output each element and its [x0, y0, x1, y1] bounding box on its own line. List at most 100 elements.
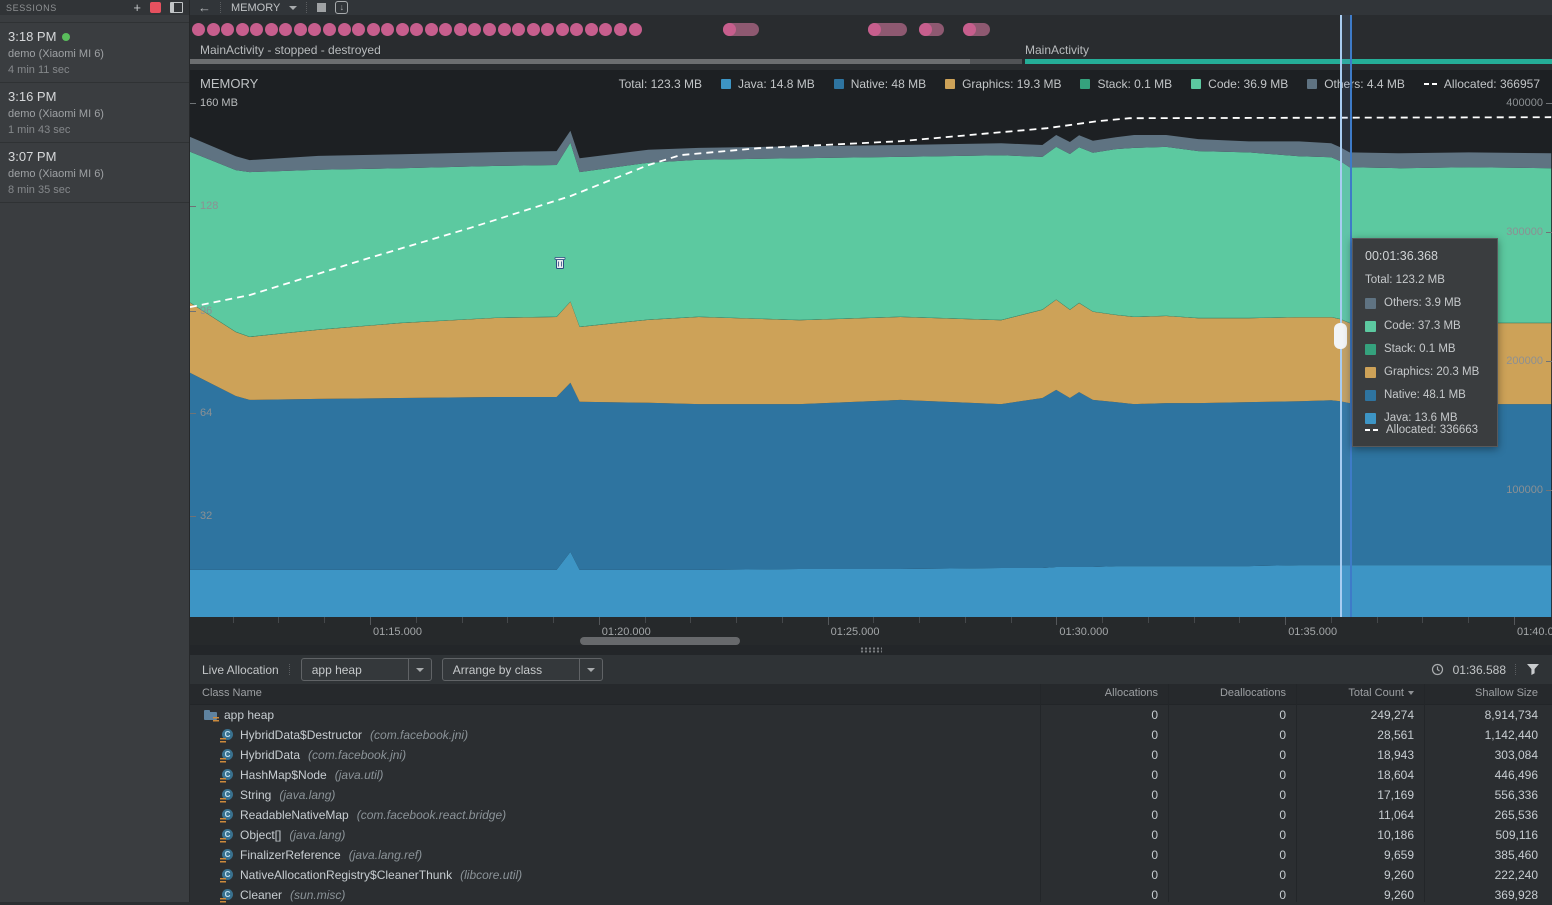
divider-drag-handle-icon[interactable]	[860, 647, 882, 653]
column-deallocations[interactable]: Deallocations	[1219, 687, 1286, 699]
allocation-panel: Live Allocation app heap Arrange by clas…	[190, 655, 1552, 905]
tooltip-row: Native: 48.1 MB	[1365, 389, 1485, 401]
table-row[interactable]: app heap 0 0 249,274 8,914,734	[190, 705, 1552, 725]
class-decorator	[220, 737, 226, 743]
cell-deallocations: 0	[1279, 868, 1286, 882]
memory-chart-area: MEMORY Total: 123.3 MB Java: 14.8 MB Nativ…	[189, 70, 1552, 656]
arrange-select[interactable]: Arrange by class	[441, 658, 603, 681]
filter-icon[interactable]	[1526, 663, 1540, 676]
cell-total-count: 28,561	[1377, 728, 1414, 742]
class-icon: C	[220, 748, 234, 763]
cell-allocations: 0	[1151, 888, 1158, 902]
session-item[interactable]: 3:07 PM demo (Xiaomi MI 6) 8 min 35 sec	[0, 143, 189, 203]
table-row[interactable]: C HybridData (com.facebook.jni) 0 0 18,943 303…	[190, 745, 1552, 765]
column-allocations[interactable]: Allocations	[1104, 687, 1158, 699]
class-package: (java.lang.ref)	[348, 848, 423, 862]
tooltip-swatch	[1365, 297, 1376, 309]
axis-tick	[370, 617, 371, 625]
touch-event-dot	[366, 23, 380, 36]
folder-tab	[204, 710, 210, 713]
axis-tick	[1514, 617, 1515, 625]
legend-item: Total: 123.3 MB	[619, 77, 702, 91]
class-icon: C	[220, 888, 234, 903]
cell-shallow-size: 303,084	[1494, 748, 1538, 762]
session-time-label: 3:16 PM	[8, 89, 57, 104]
capture-heap-dump-icon[interactable]: ↓	[335, 1, 349, 14]
table-row[interactable]: C HashMap$Node (java.util) 0 0 18,604 446,496	[190, 765, 1552, 785]
legend-label: Stack: 0.1 MB	[1097, 76, 1173, 91]
axis-tick	[1422, 617, 1424, 623]
gc-trigger-icon[interactable]	[317, 3, 327, 12]
sessions-list: 3:18 PM demo (Xiaomi MI 6) 4 min 11 sec 3:1…	[0, 22, 189, 203]
table-row[interactable]: C Cleaner (sun.misc) 0 0 9,260 369,928	[190, 885, 1552, 905]
horizontal-scrollbar-thumb[interactable]	[580, 637, 740, 645]
tooltip-row: Others: 3.9 MB	[1365, 297, 1485, 309]
class-name-cell: C NativeAllocationRegistry$CleanerThunk (l…	[220, 865, 522, 885]
table-row[interactable]: C HybridData$Destructor (com.facebook.jni)…	[190, 725, 1552, 745]
profiler-main: ← MEMORY ↓ MainActivity - stopped - dest…	[189, 0, 1552, 905]
y-axis-label-right: 300000	[1506, 226, 1552, 238]
touch-event-dot	[555, 23, 569, 36]
arrange-select-value: Arrange by class	[452, 662, 543, 677]
axis-tick	[1056, 617, 1058, 625]
cell-allocations: 0	[1151, 748, 1158, 762]
session-item[interactable]: 3:16 PM demo (Xiaomi MI 6) 1 min 43 sec	[0, 83, 189, 143]
memory-section-title: MEMORY	[200, 76, 259, 91]
column-total-count[interactable]: Total Count	[1296, 687, 1414, 699]
cell-total-count: 17,169	[1377, 788, 1414, 802]
column-class-name[interactable]: Class Name	[202, 687, 262, 699]
legend-swatch	[1191, 78, 1202, 89]
axis-tick	[1147, 617, 1149, 623]
legend-swatch	[1080, 78, 1091, 89]
class-name: String	[240, 788, 272, 802]
selection-handle[interactable]	[1334, 323, 1347, 349]
cell-deallocations: 0	[1279, 828, 1286, 842]
table-row[interactable]: C ReadableNativeMap (com.facebook.react.br…	[190, 805, 1552, 825]
selection-line-left[interactable]	[1340, 15, 1342, 617]
session-item[interactable]: 3:18 PM demo (Xiaomi MI 6) 4 min 11 sec	[0, 23, 189, 83]
legend-swatch	[833, 78, 844, 89]
touch-event-dot	[395, 23, 409, 36]
cell-allocations: 0	[1151, 868, 1158, 882]
table-row[interactable]: C String (java.lang) 0 0 17,169 556,336	[190, 785, 1552, 805]
table-row[interactable]: C FinalizerReference (java.lang.ref) 0 0 9,65…	[190, 845, 1552, 865]
axis-tick	[507, 617, 509, 623]
area-band-native	[190, 372, 1552, 570]
axis-tick	[1102, 617, 1104, 623]
axis-tick	[919, 617, 921, 623]
collapse-panel-icon[interactable]	[170, 2, 183, 13]
tooltip-row-label: Native: 48.1 MB	[1384, 389, 1466, 401]
touch-event-dot	[308, 23, 322, 36]
class-decorator	[220, 837, 226, 843]
cell-total-count: 18,604	[1377, 768, 1414, 782]
event-timeline[interactable]: MainActivity - stopped - destroyed MainAc…	[190, 15, 1552, 70]
heap-select[interactable]: app heap	[300, 658, 432, 681]
cell-deallocations: 0	[1279, 728, 1286, 742]
axis-tick	[1285, 617, 1287, 625]
column-shallow-size[interactable]: Shallow Size	[1475, 687, 1538, 699]
touch-event-dot	[352, 23, 366, 36]
profiler-type-label[interactable]: MEMORY	[231, 1, 281, 14]
selection-time-label: 01:36.588	[1452, 662, 1506, 677]
session-duration: 4 min 11 sec	[8, 64, 70, 76]
chevron-down-icon[interactable]	[289, 5, 298, 10]
axis-tick-label: 01:30.000	[1059, 626, 1109, 638]
touch-event-dot	[512, 23, 526, 36]
touch-event-pill	[723, 23, 759, 36]
back-arrow-icon[interactable]: ←	[198, 0, 211, 15]
stop-session-icon[interactable]	[150, 2, 161, 13]
tooltip-row: Graphics: 20.3 MB	[1365, 366, 1485, 378]
axis-tick	[964, 617, 966, 623]
table-row[interactable]: C Object[] (java.lang) 0 0 10,186 509,116	[190, 825, 1552, 845]
table-header[interactable]: Class Name Allocations Deallocations Tot…	[190, 684, 1552, 705]
y-axis-label-right: 200000	[1506, 355, 1552, 367]
legend-label: Graphics: 19.3 MB	[962, 76, 1062, 91]
class-name: Object[]	[240, 828, 282, 842]
touch-event-dot	[628, 23, 642, 36]
profiler-toolbar: ← MEMORY ↓	[190, 0, 1552, 16]
selection-line-right[interactable]	[1350, 15, 1352, 617]
memory-stacked-area-chart[interactable]	[190, 95, 1552, 617]
add-session-icon[interactable]: +	[133, 0, 141, 15]
table-row[interactable]: C NativeAllocationRegistry$CleanerThunk (l…	[190, 865, 1552, 885]
touch-event-dot	[381, 23, 395, 36]
